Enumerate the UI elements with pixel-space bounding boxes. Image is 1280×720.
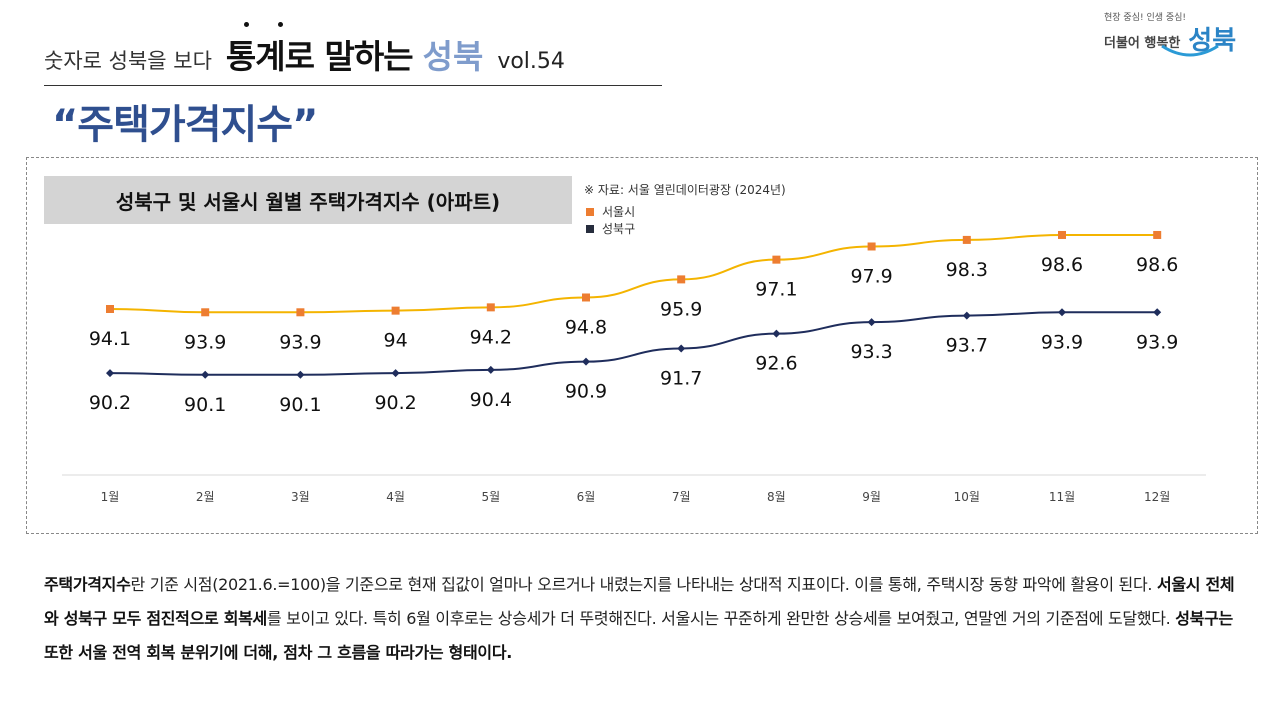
logo-slogan: 현장 중심! 인생 중심! <box>1104 13 1187 23</box>
seongbuk-logo: 현장 중심! 인생 중심! 더불어 행복한 성북 <box>1100 8 1276 60</box>
logo-smile-icon <box>1161 44 1219 57</box>
header: 숫자로 성북을 보다 통계로 말하는 성북 vol.54 <box>44 22 565 78</box>
description-paragraph: 주택가격지수란 기준 시점(2021.6.=100)을 기준으로 현재 집값이 … <box>44 568 1244 670</box>
legend-item-seoul: 서울시 <box>586 203 635 220</box>
chart-title-box: 성북구 및 서울시 월별 주택가격지수 (아파트) <box>44 176 572 224</box>
header-subtitle: 숫자로 성북을 보다 <box>44 49 212 73</box>
legend-label: 성북구 <box>602 222 636 236</box>
logo-row: 더불어 행복한 성북 <box>1104 28 1236 54</box>
header-accent: 성북 <box>422 37 484 76</box>
header-main: 통계로 말하는 <box>225 37 414 76</box>
header-volume: vol.54 <box>497 49 565 74</box>
emphasis-dot <box>277 22 283 27</box>
page-title: “주택가격지수” <box>52 102 318 148</box>
logo-tagline: 더불어 행복한 <box>1104 35 1181 51</box>
body-text: 란 기준 시점(2021.6.=100)을 기준으로 현재 집값이 얼마나 오르… <box>130 575 1157 594</box>
emphasis-text: 주택가격지수 <box>44 575 131 594</box>
chart-title: 성북구 및 서울시 월별 주택가격지수 (아파트) <box>115 189 501 214</box>
legend-swatch <box>586 208 594 216</box>
header-title-group: 통계로 말하는 성북 <box>225 22 484 78</box>
chart-container <box>26 157 1258 534</box>
chart-source: ※ 자료: 서울 열린데이터광장 (2024년) <box>584 183 786 197</box>
legend-swatch <box>586 225 594 233</box>
emphasis-text: 서울시 전체와 성북구 모두 점진적으로 회복세 <box>44 575 1235 628</box>
legend-label: 서울시 <box>602 205 636 219</box>
legend-item-seongbuk: 성북구 <box>586 220 635 237</box>
emphasis-text: 성북구는 또한 서울 전역 회복 분위기에 더해, 점차 그 흐름을 따라가는 … <box>44 609 1233 662</box>
header-divider <box>44 85 662 86</box>
body-text: 를 보이고 있다. 특히 6월 이후로는 상승세가 더 뚜렷해진다. 서울시는 … <box>266 609 1176 628</box>
emphasis-dot <box>243 22 249 27</box>
